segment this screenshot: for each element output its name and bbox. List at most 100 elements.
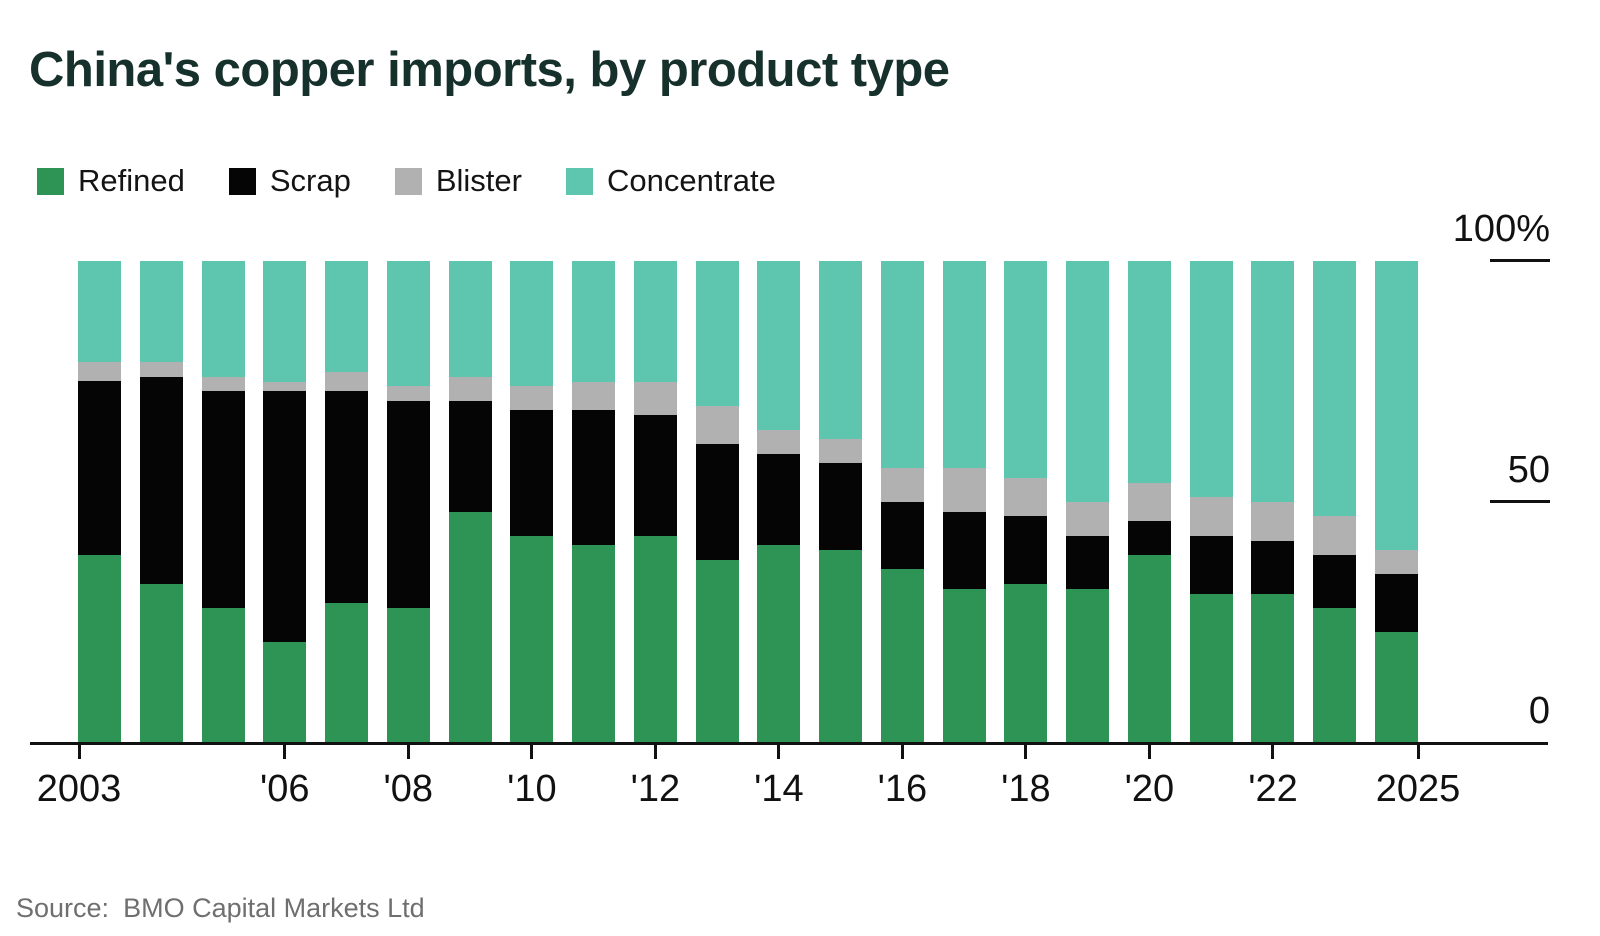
- segment-refined-2005: [201, 608, 245, 743]
- segment-concentrate-2010: [510, 261, 554, 387]
- chart-title: China's copper imports, by product type: [29, 43, 950, 97]
- x-tick-label-2003: 2003: [36, 768, 122, 810]
- segment-concentrate-2022: [1251, 261, 1295, 502]
- x-tick--18: [1024, 743, 1028, 759]
- segment-blister-2011: [572, 381, 615, 411]
- segment-scrap-2022: [1251, 540, 1295, 594]
- segment-blister-2023: [1313, 516, 1356, 555]
- segment-concentrate-2015: [819, 261, 862, 440]
- bars: [78, 261, 1418, 743]
- x-tick-label--16: '16: [877, 768, 928, 810]
- segment-refined-2010: [510, 535, 554, 743]
- segment-scrap-2012: [633, 415, 677, 536]
- legend-item-scrap: Scrap: [228, 163, 351, 199]
- legend-item-refined: Refined: [37, 163, 185, 199]
- bar-2007: [325, 261, 368, 743]
- x-tick--10: [530, 743, 534, 759]
- y-tick-line-100: [1490, 259, 1550, 262]
- segment-concentrate-2019: [1066, 261, 1109, 502]
- segment-refined-2024: [1374, 632, 1418, 743]
- x-axis-line: [30, 742, 1548, 745]
- segment-scrap-2009: [448, 400, 492, 512]
- x-tick-2025: [1416, 743, 1420, 759]
- segment-concentrate-2020: [1127, 261, 1171, 483]
- x-tick--16: [900, 743, 904, 759]
- segment-concentrate-2005: [201, 261, 245, 377]
- bar-2023: [1313, 261, 1356, 743]
- bar-2014: [757, 261, 801, 743]
- x-tick-label--10: '10: [507, 768, 557, 810]
- segment-scrap-2005: [201, 391, 245, 609]
- segment-blister-2010: [510, 386, 554, 411]
- segment-refined-2016: [880, 569, 924, 743]
- x-tick--06: [283, 743, 287, 759]
- bar-2006: [263, 261, 307, 743]
- segment-scrap-2013: [695, 444, 739, 560]
- legend-item-blister: Blister: [394, 163, 522, 199]
- segment-scrap-2024: [1374, 574, 1418, 633]
- segment-blister-2005: [201, 376, 245, 392]
- x-tick-label--08: '08: [383, 768, 434, 810]
- x-tick--22: [1271, 743, 1275, 759]
- segment-scrap-2019: [1066, 535, 1109, 589]
- segment-refined-2020: [1127, 555, 1171, 743]
- source-note: Source: BMO Capital Markets Ltd: [16, 893, 425, 924]
- y-tick-label-100: 100%: [1452, 208, 1550, 250]
- segment-blister-2007: [325, 371, 368, 392]
- y-tick-line-50: [1490, 500, 1550, 503]
- x-tick-label--14: '14: [754, 768, 804, 810]
- bar-2016: [880, 261, 924, 743]
- segment-scrap-2023: [1313, 555, 1356, 609]
- x-tick--20: [1147, 743, 1151, 759]
- segment-scrap-2015: [819, 463, 862, 551]
- segment-scrap-2008: [386, 400, 430, 609]
- segment-blister-2022: [1251, 502, 1295, 541]
- segment-refined-2017: [942, 588, 986, 743]
- segment-scrap-2011: [572, 410, 615, 546]
- segment-blister-2019: [1066, 502, 1109, 536]
- bar-2024: [1374, 261, 1418, 743]
- segment-scrap-2010: [510, 410, 554, 536]
- segment-scrap-2018: [1004, 516, 1048, 584]
- bar-2013: [695, 261, 739, 743]
- legend-label-refined: Refined: [78, 163, 185, 198]
- segment-refined-2008: [386, 608, 430, 743]
- segment-refined-2006: [263, 641, 307, 743]
- x-tick-label--18: '18: [1001, 768, 1051, 810]
- legend-label-concentrate: Concentrate: [606, 163, 776, 198]
- x-tick-label--22: '22: [1248, 768, 1298, 810]
- segment-scrap-2017: [942, 511, 986, 589]
- segment-blister-2021: [1189, 497, 1233, 536]
- segment-concentrate-2023: [1313, 261, 1356, 517]
- segment-refined-2015: [819, 550, 862, 743]
- bar-2009: [448, 261, 492, 743]
- x-tick-label--12: '12: [630, 768, 681, 810]
- segment-scrap-2014: [757, 453, 801, 546]
- segment-concentrate-2014: [757, 261, 801, 430]
- bar-2008: [386, 261, 430, 743]
- segment-refined-2004: [139, 583, 183, 743]
- segment-blister-2009: [448, 376, 492, 401]
- segment-blister-2017: [942, 468, 986, 512]
- segment-blister-2014: [757, 429, 801, 454]
- bar-2022: [1251, 261, 1295, 743]
- bar-2011: [572, 261, 615, 743]
- bar-2003: [78, 261, 121, 743]
- segment-concentrate-2018: [1004, 261, 1048, 478]
- source-label: Source:: [16, 893, 110, 923]
- segment-concentrate-2021: [1189, 261, 1233, 498]
- legend-swatch-blister: [394, 167, 422, 195]
- bar-2018: [1004, 261, 1048, 743]
- legend-swatch-scrap: [228, 167, 256, 195]
- segment-refined-2009: [448, 511, 492, 743]
- segment-concentrate-2011: [572, 261, 615, 382]
- x-tick--12: [653, 743, 657, 759]
- segment-concentrate-2003: [78, 261, 121, 363]
- segment-refined-2007: [325, 603, 368, 743]
- legend-item-concentrate: Concentrate: [565, 163, 776, 199]
- y-tick-label-50: 50: [1507, 449, 1550, 491]
- segment-scrap-2004: [139, 376, 183, 584]
- segment-scrap-2016: [880, 501, 924, 570]
